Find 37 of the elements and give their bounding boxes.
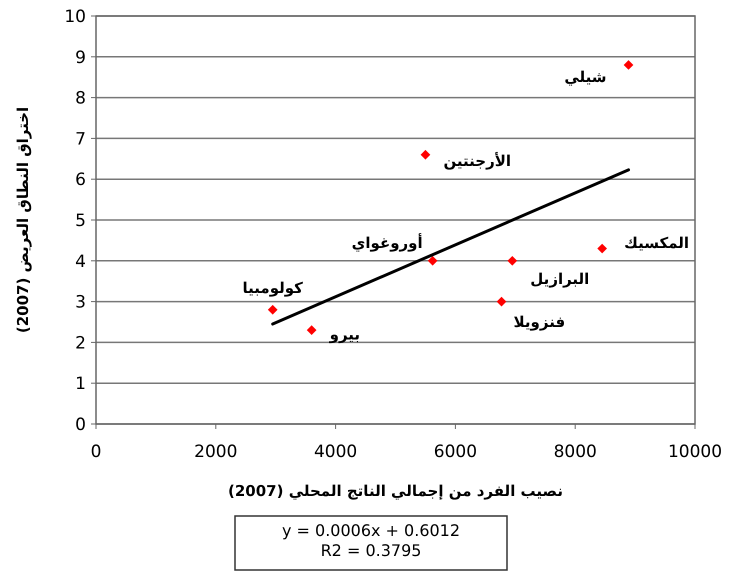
text: y = 0.0006x + 0.6012 [282, 521, 460, 540]
y-axis-title: اختراق النطاق العريض (2007) [14, 106, 32, 334]
y-tick-label: 5 [75, 210, 86, 231]
point [624, 60, 634, 70]
point [428, 256, 438, 266]
y-tick-label: 6 [75, 170, 86, 190]
y-tick-label: 8 [75, 88, 86, 109]
point [420, 150, 430, 160]
annotation: كولومبيا [242, 279, 304, 298]
annotation: فنزويلا [514, 312, 566, 331]
y-tick-label: 10 [64, 6, 86, 27]
text: R2 = 0.3795 [320, 541, 422, 560]
annotation: المكسيك [624, 234, 690, 252]
annotation: البرازيل [530, 270, 590, 288]
point [496, 296, 506, 306]
y-tick-label: 4 [75, 252, 86, 272]
x-tick-label: 6000 [434, 442, 478, 462]
point [306, 325, 316, 336]
point [597, 244, 608, 254]
y-tick-label: 1 [75, 374, 86, 394]
x-tick-label: 2000 [194, 442, 238, 462]
y-tick-label: 0 [75, 414, 86, 435]
y-tick-label: 9 [75, 48, 86, 68]
annotation: شيلي [564, 68, 607, 86]
x-tick-label: 0 [90, 442, 102, 462]
y-tick-label: 2 [75, 333, 86, 354]
x-tick-label: 4000 [314, 442, 358, 462]
x-tick-label: 10000 [668, 442, 722, 462]
annotation: أوروغواي [352, 233, 423, 252]
point [507, 256, 518, 266]
annotation: الأرجنتين [443, 150, 512, 170]
y-tick-label: 7 [75, 129, 86, 150]
point [268, 304, 278, 315]
x-tick-label: 8000 [554, 442, 597, 462]
annotation: بيرو [328, 325, 360, 344]
y-tick-label: 3 [75, 292, 86, 313]
x-axis-title: نصيب الفرد من إجمالي الناتج المحلي (2007) [228, 482, 563, 500]
